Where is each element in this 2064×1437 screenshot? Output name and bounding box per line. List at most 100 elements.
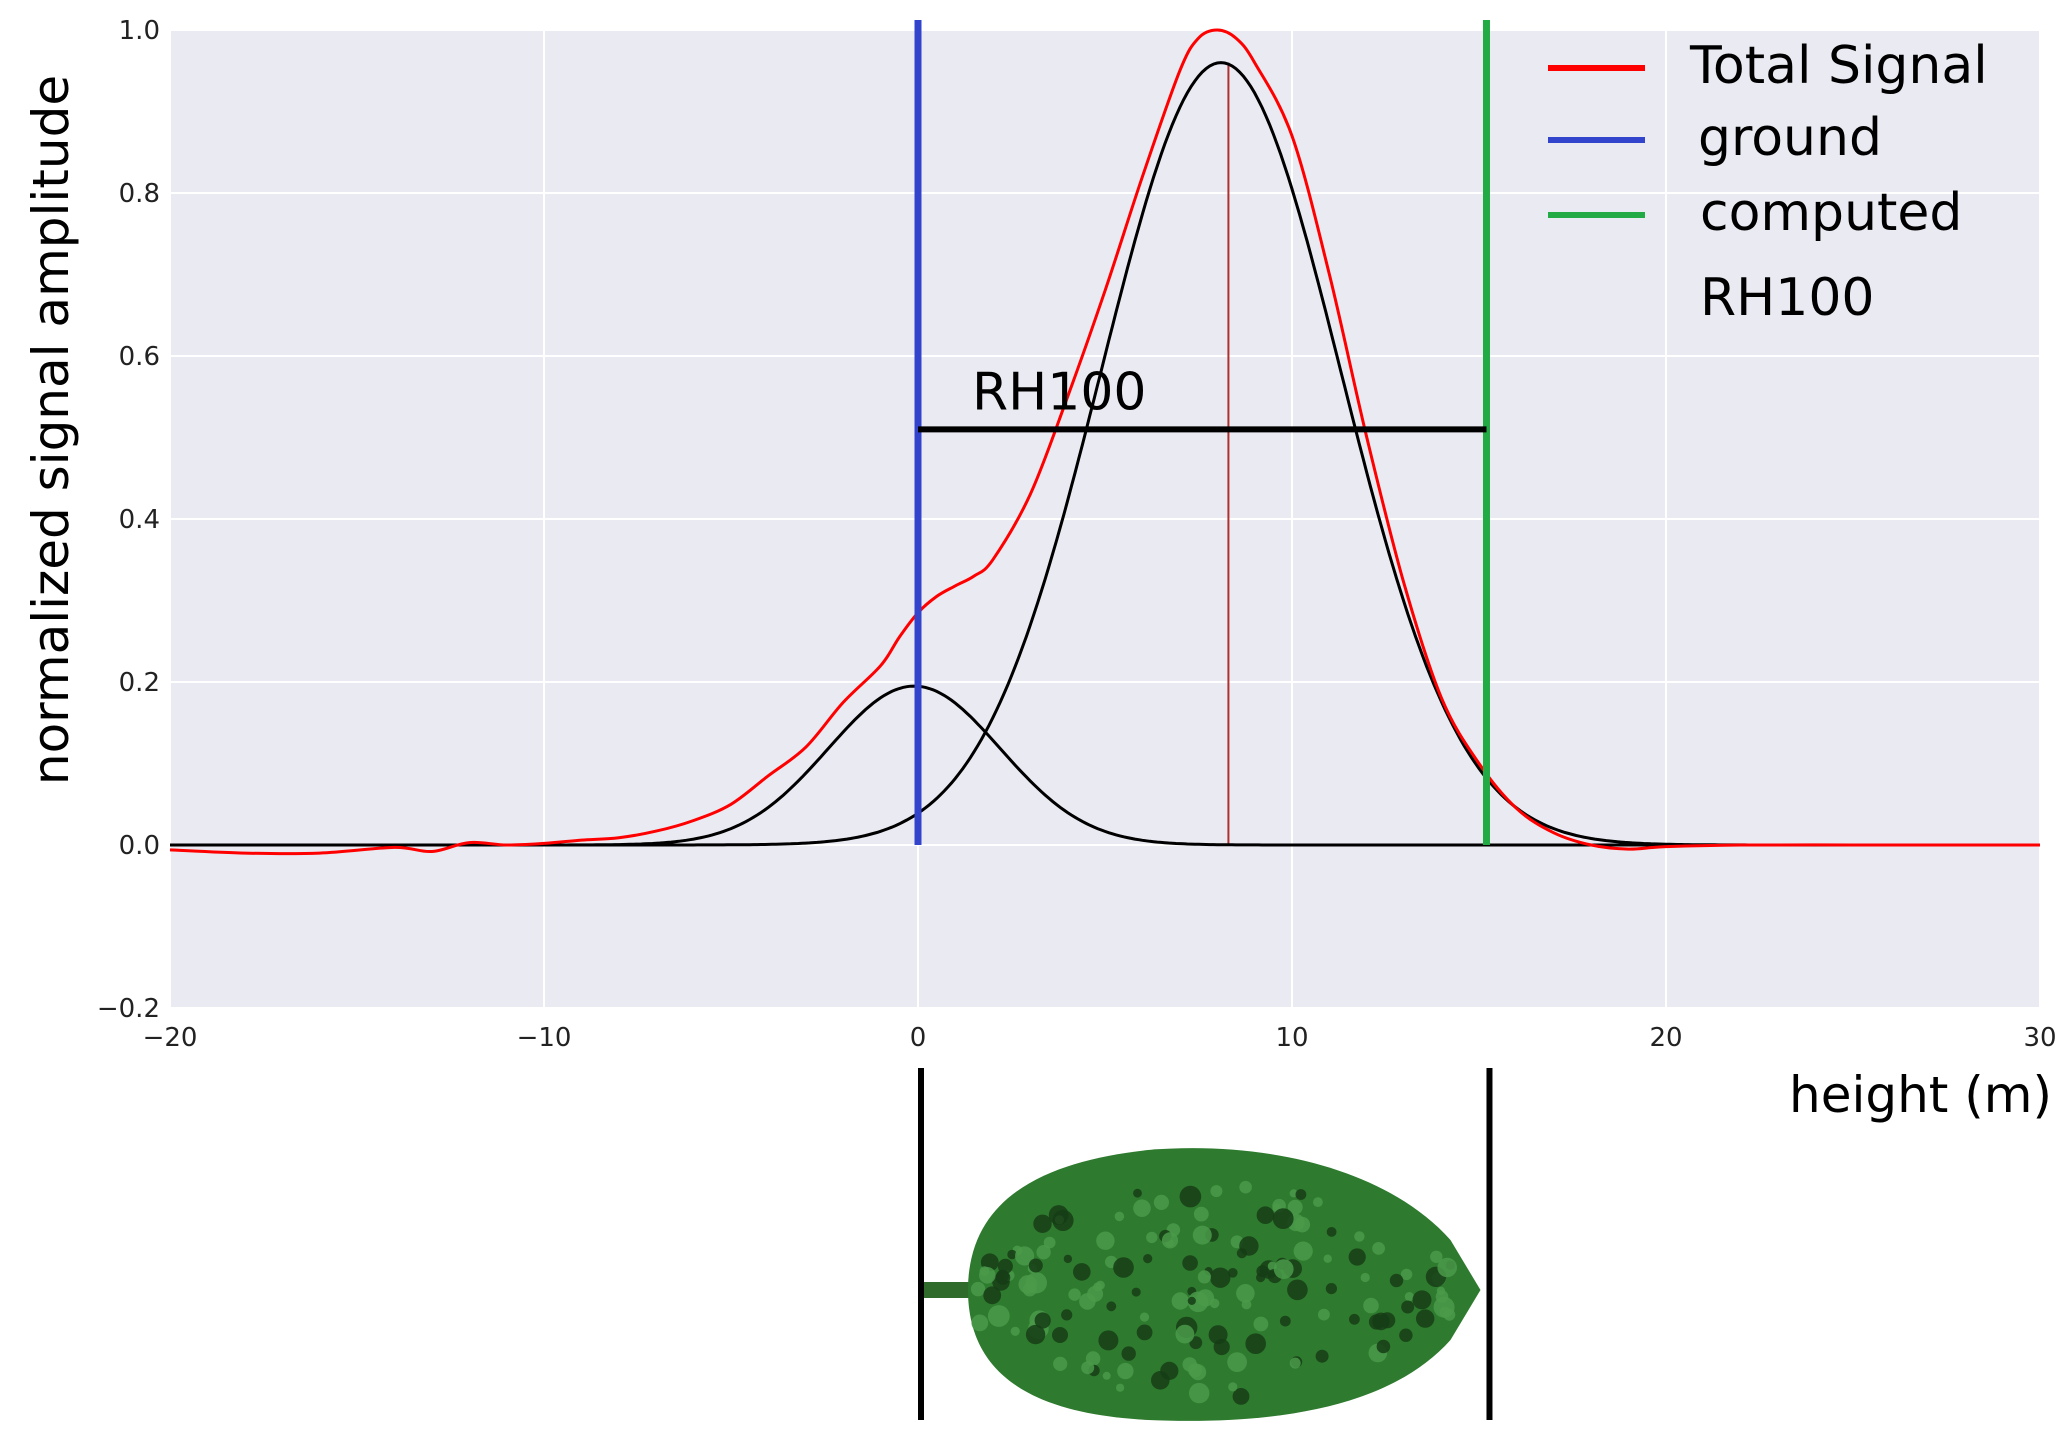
tree-foliage-dot [1189, 1382, 1210, 1404]
tree-foliage-dot [1079, 1293, 1096, 1310]
tree-foliage-dot [1416, 1309, 1435, 1328]
x-tick-label: 10 [1275, 1023, 1308, 1053]
tree-foliage-dot [1236, 1284, 1255, 1303]
tree-foliage-dot [1106, 1301, 1117, 1312]
tree-foliage-dot [1073, 1263, 1091, 1281]
x-tick-label: 0 [910, 1023, 927, 1053]
tree-foliage-dot [1412, 1290, 1432, 1310]
tree-foliage-dot [1121, 1346, 1136, 1361]
tree-foliage-dot [1171, 1292, 1190, 1310]
tree-foliage-dot [1389, 1273, 1404, 1288]
tree-foliage-dot [1295, 1189, 1307, 1200]
tree-foliage-dot [1153, 1194, 1169, 1210]
tree-foliage-dot [1048, 1205, 1069, 1225]
tree-foliage-dot [1043, 1236, 1056, 1249]
x-tick-label: −10 [517, 1023, 572, 1053]
tree-foliage-dot [1239, 1236, 1259, 1256]
tick-labels: −20 −10 0 10 20 30 −0.2 0.0 0.2 0.4 0.6 0.8 1.0 [97, 16, 2057, 1053]
tree-foliage-dot [1139, 1312, 1150, 1322]
tree-foliage-dot [1273, 1259, 1294, 1279]
tree-foliage-dot [1133, 1188, 1142, 1198]
tree-foliage-dot [1323, 1254, 1332, 1263]
y-tick-label: 0.8 [119, 179, 160, 209]
tree-foliage-dot [1313, 1197, 1323, 1207]
tree-foliage-dot [1146, 1231, 1158, 1244]
tree-foliage-dot [1010, 1326, 1020, 1336]
tree-foliage-dot [1061, 1309, 1073, 1321]
tree-foliage-dot [1279, 1315, 1291, 1327]
tree-foliage-dot [1116, 1383, 1125, 1392]
tree-foliage-dot [1063, 1254, 1073, 1264]
tree-foliage-dot [1161, 1232, 1179, 1249]
tree-foliage-dot [1315, 1349, 1329, 1363]
tree-foliage-dot [1256, 1206, 1275, 1224]
tree-foliage-dot [1193, 1206, 1209, 1222]
tree-illustration [918, 1068, 1493, 1421]
tree-foliage-dot [1372, 1312, 1390, 1331]
tree-foliage-dot [1401, 1300, 1415, 1314]
tree-foliage-dot [1117, 1362, 1134, 1380]
tree-foliage-dot [979, 1266, 990, 1276]
tree-foliage-dot [1136, 1324, 1153, 1341]
tree-foliage-dot [1007, 1249, 1017, 1260]
series-layer [169, 20, 2040, 856]
tree-foliage-dot [1372, 1242, 1385, 1255]
tree-foliage-dot [1033, 1214, 1052, 1234]
y-axis-label: normalized signal amplitude [22, 75, 80, 785]
tree-foliage-dot [1018, 1275, 1038, 1294]
tree-foliage-dot [1015, 1246, 1035, 1266]
x-tick-label: −20 [143, 1023, 198, 1053]
y-tick-label: 0.4 [119, 505, 160, 535]
tree-foliage-dot [1227, 1352, 1247, 1372]
tree-foliage-dot [970, 1281, 986, 1297]
tree-foliage-dot [1179, 1185, 1202, 1208]
x-tick-label: 30 [2023, 1023, 2056, 1053]
tree-foliage-dot [1289, 1357, 1301, 1369]
y-tick-label: 1.0 [119, 16, 160, 46]
tree-foliage-dot [1437, 1257, 1457, 1278]
tree-foliage-dot [971, 1314, 989, 1332]
tree-foliage-dot [1025, 1324, 1046, 1345]
tree-foliage-dot [1196, 1289, 1215, 1307]
tree-foliage-dot [1192, 1225, 1212, 1245]
tree-foliage-dot [1187, 1296, 1196, 1305]
legend-label: RH100 [1700, 268, 1874, 328]
legend: Total Signal ground computed RH100 [1548, 36, 1988, 328]
y-tick-label: 0.2 [119, 668, 160, 698]
tree-foliage-dot [1272, 1208, 1294, 1229]
tree-foliage-dot [1228, 1268, 1238, 1278]
tree-foliage-dot [1210, 1267, 1231, 1288]
tree-foliage-dot [1093, 1282, 1103, 1292]
tree-foliage-dot [1399, 1328, 1413, 1342]
tree-foliage-dot [1354, 1231, 1365, 1242]
tree-foliage-dot [997, 1258, 1013, 1274]
y-tick-label: 0.0 [119, 831, 160, 861]
tree-foliage-dot [1102, 1371, 1111, 1380]
legend-label: Total Signal [1689, 36, 1988, 96]
tree-foliage-dot [1287, 1199, 1303, 1215]
tree-foliage-dot [1287, 1279, 1308, 1301]
x-tick-label: 20 [1649, 1023, 1682, 1053]
tree-foliage-dot [1376, 1339, 1391, 1354]
tree-foliage-dot [1131, 1287, 1141, 1297]
tree-foliage-dot [1068, 1288, 1081, 1301]
tree-foliage-dot [1430, 1250, 1443, 1264]
tree-foliage-dot [1349, 1313, 1360, 1325]
tree-foliage-dot [1228, 1382, 1238, 1392]
tree-foliage-dot [1400, 1268, 1413, 1281]
tree-foliage-dot [1133, 1199, 1151, 1217]
tree-foliage-dot [1348, 1248, 1366, 1266]
tree-foliage-dot [1096, 1231, 1115, 1250]
tree-foliage-dot [1052, 1327, 1068, 1343]
tree-foliage-dot [1053, 1356, 1068, 1371]
legend-label: computed [1700, 183, 1962, 243]
y-tick-label: 0.6 [119, 342, 160, 372]
tree-foliage-dot [1210, 1185, 1223, 1198]
tree-foliage-dot [1143, 1254, 1153, 1264]
tree-foliage-dot [1160, 1361, 1179, 1380]
tree-foliage-dot [1326, 1227, 1337, 1237]
tree-foliage-dot [1036, 1245, 1051, 1260]
y-tick-label: −0.2 [97, 994, 160, 1024]
tree-foliage-dot [1239, 1180, 1252, 1194]
